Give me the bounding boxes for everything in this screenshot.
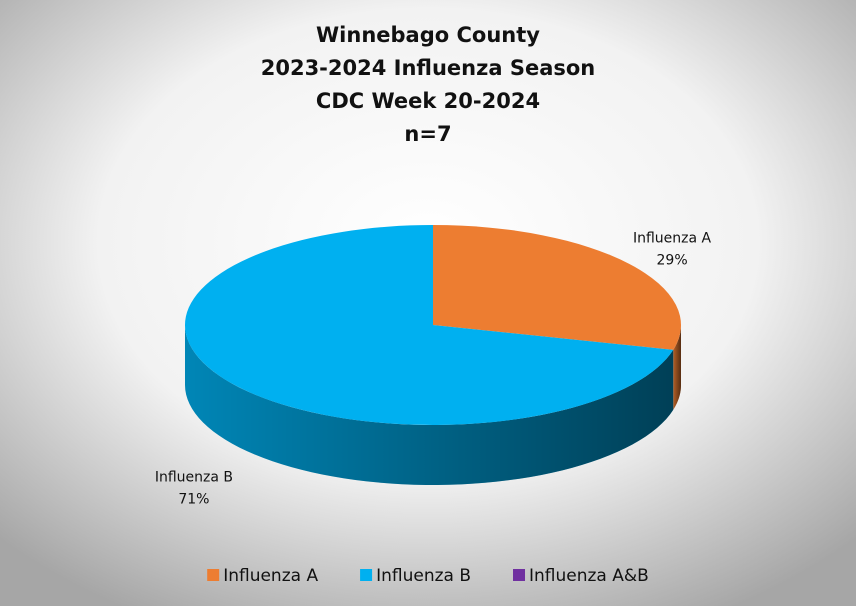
- slice-side-shade: [185, 325, 674, 485]
- chart-title: 2023-2024 Influenza Season: [261, 56, 596, 80]
- legend-label: Influenza A: [223, 566, 318, 586]
- chart-title: CDC Week 20-2024: [316, 89, 540, 113]
- slice: [184, 225, 674, 426]
- data-label-name: Influenza A: [633, 230, 712, 246]
- legend-swatch: [207, 569, 220, 581]
- data-label-value: 29%: [657, 252, 688, 268]
- chart-title: Winnebago County: [316, 23, 540, 47]
- legend-swatch: [513, 569, 526, 581]
- legend-swatch: [360, 569, 373, 581]
- chart-title: n=7: [404, 122, 451, 146]
- legend: Influenza A Influenza B Influenza A&B: [207, 566, 649, 586]
- legend-label: Influenza A&B: [529, 566, 649, 586]
- slice: [433, 225, 681, 350]
- data-label-value: 71%: [178, 492, 209, 508]
- slice-side-shade: [673, 325, 681, 410]
- data-label-name: Influenza B: [155, 470, 233, 486]
- legend-label: Influenza B: [376, 566, 471, 586]
